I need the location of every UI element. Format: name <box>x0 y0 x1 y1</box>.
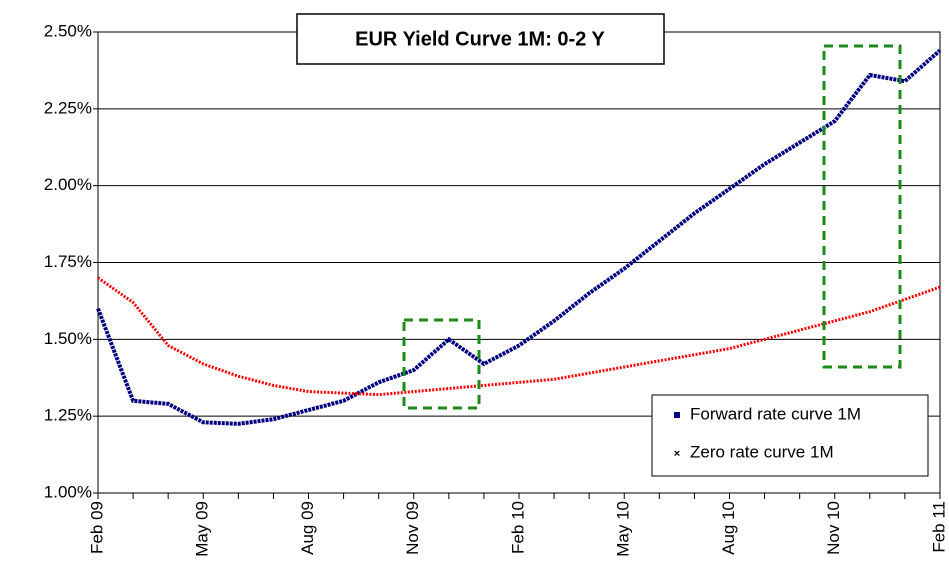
chart-title: EUR Yield Curve 1M: 0-2 Y <box>355 28 605 50</box>
y-tick-label: 1.00% <box>44 482 92 501</box>
legend-label: Forward rate curve 1M <box>690 404 861 423</box>
highlight-box <box>402 318 481 410</box>
series-line <box>97 276 941 397</box>
x-tick-label: Feb 10 <box>508 501 527 554</box>
legend-marker <box>674 412 680 418</box>
x-tick-label: Aug 09 <box>298 501 317 555</box>
legend-label: Zero rate curve 1M <box>690 442 834 461</box>
x-tick-label: May 09 <box>193 501 212 557</box>
y-tick-label: 1.25% <box>44 406 92 425</box>
y-tick-label: 2.00% <box>44 175 92 194</box>
legend <box>651 394 929 477</box>
series <box>96 48 942 426</box>
x-tick-label: Feb 11 <box>929 501 948 553</box>
y-tick-label: 2.25% <box>44 98 92 117</box>
highlight-box <box>822 44 902 369</box>
series-line <box>96 48 942 426</box>
x-tick-label: Nov 10 <box>824 501 843 555</box>
legend-items: Forward rate curve 1M × Zero rate curve 1M <box>674 404 861 461</box>
y-tick-label: 2.50% <box>44 21 92 40</box>
x-tick-label: May 10 <box>614 501 633 557</box>
legend-marker: × <box>674 448 680 460</box>
x-tick-label: Nov 09 <box>403 501 422 555</box>
x-tick-label: Aug 10 <box>719 501 738 555</box>
grid <box>93 31 941 499</box>
y-tick-label: 1.75% <box>44 252 92 271</box>
y-tick-label: 1.50% <box>44 329 92 348</box>
x-tick-label: Feb 09 <box>87 501 106 554</box>
title-box <box>296 13 665 65</box>
